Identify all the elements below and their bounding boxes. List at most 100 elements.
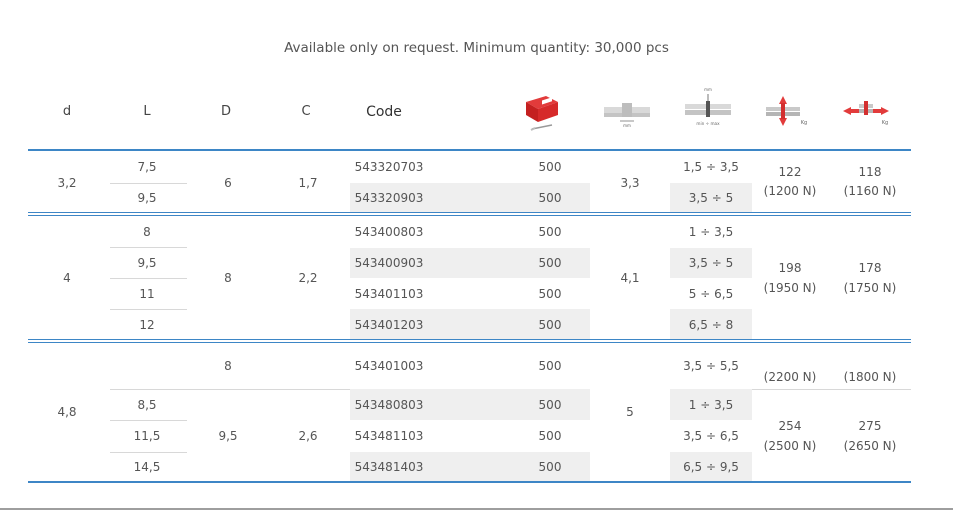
cell-code: 543401203 xyxy=(354,318,424,332)
cell-grip: 3,5 ÷ 5 xyxy=(688,191,734,205)
package-box-icon xyxy=(526,96,558,131)
row-separator xyxy=(752,389,911,390)
cell-code: 543401103 xyxy=(354,287,424,301)
cell-shear: 122 xyxy=(778,165,802,179)
cell-grip: 6,5 ÷ 8 xyxy=(688,318,734,332)
cell-grip: 1,5 ÷ 3,5 xyxy=(683,160,739,174)
cell-box-qty: 500 xyxy=(538,225,562,239)
cell-tensile-n: (1750 N) xyxy=(843,281,897,295)
cell-diameter: 5 xyxy=(626,405,634,419)
cell-D: 8 xyxy=(224,359,232,373)
cell-L: 8 xyxy=(143,225,151,239)
cell-grip: 3,5 ÷ 6,5 xyxy=(683,429,739,443)
cell-tensile-n: (2650 N) xyxy=(843,439,897,453)
cell-box-qty: 500 xyxy=(538,429,562,443)
header-L: L xyxy=(143,104,151,119)
cell-shear-n: (2200 N) xyxy=(763,370,817,384)
row-separator xyxy=(110,420,187,421)
row-separator xyxy=(110,389,350,390)
cell-L: 9,5 xyxy=(137,256,157,270)
cell-box-qty: 500 xyxy=(538,256,562,270)
table-bottom-rule xyxy=(28,481,911,483)
cell-box-qty: 500 xyxy=(538,460,562,474)
group-divider xyxy=(28,339,911,343)
code-cell-shade xyxy=(350,309,590,339)
svg-text:Kg: Kg xyxy=(801,120,807,126)
code-cell-shade xyxy=(350,452,590,481)
cell-box-qty: 500 xyxy=(538,287,562,301)
svg-text:min ÷ max: min ÷ max xyxy=(696,121,720,126)
row-separator xyxy=(110,247,187,248)
cell-d: 3,2 xyxy=(57,176,77,190)
code-cell-shade xyxy=(350,248,590,278)
grip-cell-shade xyxy=(670,248,752,278)
header-code: Code xyxy=(366,104,402,120)
cell-D: 6 xyxy=(224,176,232,190)
cell-box-qty: 500 xyxy=(538,398,562,412)
grip-range-min-max-icon: mm min ÷ max xyxy=(685,87,731,126)
cell-code: 543320903 xyxy=(354,191,424,205)
code-cell-shade xyxy=(350,183,590,212)
cell-d: 4 xyxy=(63,271,71,285)
cell-code: 543481103 xyxy=(354,429,424,443)
cell-L: 9,5 xyxy=(137,191,157,205)
cell-L: 12 xyxy=(139,318,155,332)
cell-L: 8,5 xyxy=(137,398,157,412)
cell-D: 8 xyxy=(224,271,232,285)
cell-grip: 3,5 ÷ 5,5 xyxy=(683,359,739,373)
row-separator xyxy=(110,309,187,310)
tensile-force-kg-icon: Kg xyxy=(843,101,889,126)
cell-L: 7,5 xyxy=(137,160,157,174)
svg-text:mm: mm xyxy=(704,87,712,92)
cell-d: 4,8 xyxy=(57,405,77,419)
rivet-diameter-icon: mm xyxy=(604,103,650,128)
cell-tensile: 178 xyxy=(858,261,882,275)
cell-shear: 254 xyxy=(778,419,802,433)
grip-cell-shade xyxy=(670,389,752,420)
grip-cell-shade xyxy=(670,452,752,481)
cell-diameter: 4,1 xyxy=(620,271,640,285)
cell-box-qty: 500 xyxy=(538,191,562,205)
cell-code: 543401003 xyxy=(354,359,424,373)
svg-text:Kg: Kg xyxy=(882,120,888,126)
cell-C: 2,2 xyxy=(298,271,318,285)
cell-L: 11 xyxy=(139,287,155,301)
cell-grip: 3,5 ÷ 5 xyxy=(688,256,734,270)
row-separator xyxy=(110,452,187,453)
code-cell-shade xyxy=(350,389,590,420)
cell-code: 543481403 xyxy=(354,460,424,474)
svg-text:mm: mm xyxy=(623,123,631,128)
cell-diameter: 3,3 xyxy=(620,176,640,190)
table-top-rule xyxy=(28,149,911,151)
cell-shear: 198 xyxy=(778,261,802,275)
header-D: D xyxy=(220,104,232,119)
grip-cell-shade xyxy=(670,183,752,212)
cell-tensile: 275 xyxy=(858,419,882,433)
cell-grip: 6,5 ÷ 9,5 xyxy=(683,460,739,474)
grip-cell-shade xyxy=(670,309,752,339)
cell-tensile-n: (1160 N) xyxy=(843,184,897,198)
row-separator xyxy=(110,278,187,279)
cell-box-qty: 500 xyxy=(538,160,562,174)
cell-grip: 5 ÷ 6,5 xyxy=(688,287,734,301)
cell-tensile: 118 xyxy=(858,165,882,179)
cell-C: 2,6 xyxy=(298,429,318,443)
cell-shear-n: (1950 N) xyxy=(763,281,817,295)
cell-shear-n: (2500 N) xyxy=(763,439,817,453)
cell-C: 1,7 xyxy=(298,176,318,190)
cell-box-qty: 500 xyxy=(538,359,562,373)
cell-code: 543400803 xyxy=(354,225,424,239)
cell-tensile-n: (1800 N) xyxy=(843,370,897,384)
header-d: d xyxy=(62,104,72,119)
cell-grip: 1 ÷ 3,5 xyxy=(688,225,734,239)
shear-force-kg-icon: Kg xyxy=(766,96,807,126)
cell-code: 543480803 xyxy=(354,398,424,412)
group-divider xyxy=(28,212,911,216)
cell-L: 11,5 xyxy=(133,429,161,443)
row-separator xyxy=(110,183,187,184)
cell-D: 9,5 xyxy=(218,429,238,443)
page-bottom-rule xyxy=(0,508,953,510)
header-C: C xyxy=(301,104,311,119)
cell-L: 14,5 xyxy=(133,460,161,474)
availability-note: Available only on request. Minimum quant… xyxy=(284,40,669,56)
